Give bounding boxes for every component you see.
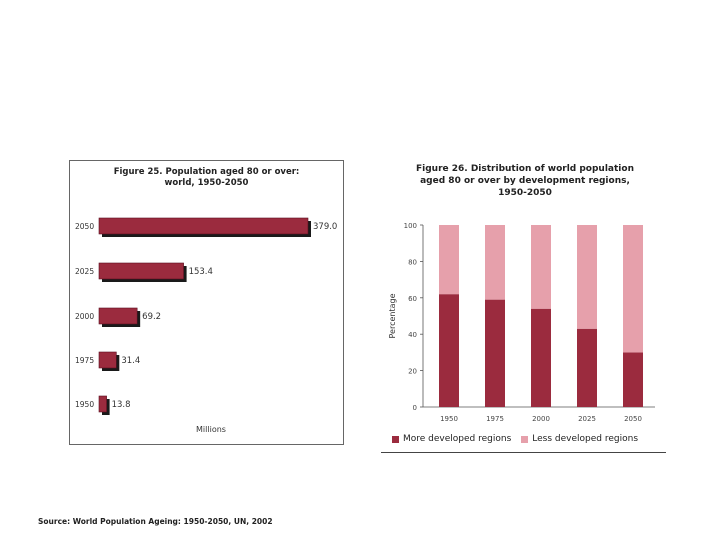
value-label-1975: 31.4: [121, 356, 140, 366]
figure-25-title: Figure 25. Population aged 80 or over: w…: [70, 167, 343, 189]
bar-less-developed-1950: [439, 225, 459, 295]
bar-more-developed-1950: [439, 294, 459, 407]
figure-26-title-line2: aged 80 or over by development regions,: [420, 176, 630, 186]
x-tick-label-1975: 1975: [486, 415, 504, 423]
y-tick-label-80: 80: [408, 258, 417, 266]
legend-item-more-developed: More developed regions: [392, 434, 511, 444]
legend-swatch-less-developed: [521, 435, 529, 443]
figure-25-chart: 2050 379.0 2025 153.4 2000 69.2 1975 31.4 1950 13…: [75, 217, 337, 434]
legend-label-more-developed: More developed regions: [403, 434, 512, 444]
x-tick-label-2025: 2025: [578, 415, 596, 423]
category-label-2000: 2000: [75, 312, 94, 321]
figure-25-x-axis-label: Millions: [196, 425, 226, 434]
bar-1950: [98, 395, 107, 413]
figure-26-title-line1: Figure 26. Distribution of world populat…: [416, 164, 634, 174]
bar-less-developed-2050: [623, 225, 643, 353]
bar-1975: [98, 351, 117, 369]
bar-2050: [98, 217, 309, 235]
category-label-1950: 1950: [75, 400, 94, 409]
value-label-2000: 69.2: [142, 312, 161, 322]
y-axis-label: Percentage: [388, 293, 397, 338]
bar-2025: [98, 262, 184, 280]
legend-label-less-developed: Less developed regions: [532, 434, 639, 444]
y-tick-label-40: 40: [408, 331, 417, 339]
figure-25-panel: Figure 25. Population aged 80 or over: w…: [69, 160, 344, 445]
legend-swatch-more-developed: [392, 435, 399, 443]
figure-26-title-line3: 1950-2050: [498, 188, 552, 198]
figure-25-title-line2: world, 1950-2050: [164, 178, 249, 188]
category-label-1975: 1975: [75, 356, 94, 365]
figure-26-bottom-rule: [381, 452, 666, 453]
x-tick-label-2050: 2050: [624, 415, 642, 423]
x-tick-label-2000: 2000: [532, 415, 550, 423]
value-label-2025: 153.4: [189, 267, 213, 277]
bar-more-developed-2000: [531, 308, 551, 407]
bar-less-developed-2025: [577, 225, 597, 329]
x-tick-label-1950: 1950: [440, 415, 458, 423]
bar-less-developed-1975: [485, 225, 505, 300]
figure-26-legend: More developed regions Less developed re…: [392, 434, 648, 444]
category-label-2025: 2025: [75, 267, 94, 276]
legend-item-less-developed: Less developed regions: [521, 434, 638, 444]
y-tick-label-20: 20: [408, 368, 417, 376]
figure-26-chart: 0 20 40 60 80 100 Percentage 1950 1975 2000 2025 20…: [388, 222, 655, 423]
y-tick-label-60: 60: [408, 295, 417, 303]
bar-2000: [98, 307, 138, 325]
category-label-2050: 2050: [75, 222, 94, 231]
figure-25-title-line1: Figure 25. Population aged 80 or over:: [113, 167, 300, 177]
value-label-2050: 379.0: [313, 222, 337, 232]
figure-26-title: Figure 26. Distribution of world populat…: [400, 163, 650, 199]
y-tick-label-0: 0: [413, 404, 417, 412]
bar-less-developed-2000: [531, 225, 551, 309]
bar-more-developed-2025: [577, 328, 597, 407]
source-note: Source: World Population Ageing: 1950-20…: [38, 517, 273, 526]
bar-more-developed-1975: [485, 299, 505, 407]
y-tick-label-100: 100: [404, 222, 417, 230]
bar-more-developed-2050: [623, 352, 643, 407]
value-label-1950: 13.8: [112, 400, 131, 410]
